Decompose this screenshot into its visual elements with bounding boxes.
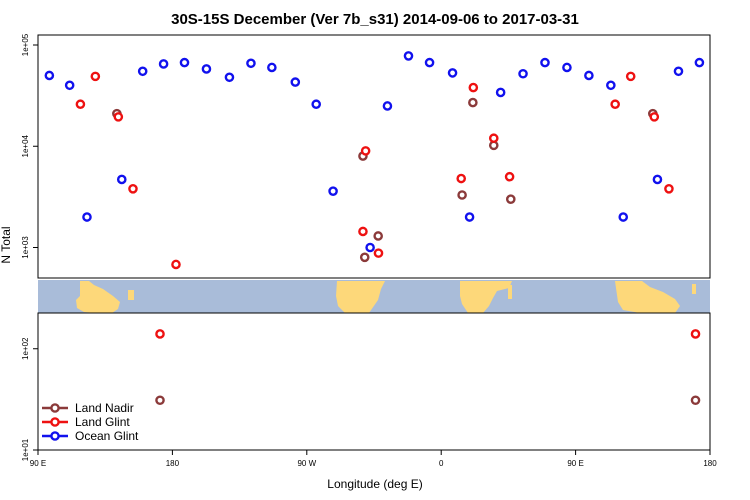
data-point [403,51,414,61]
data-point [155,395,165,406]
y-tick-label: 1e+01 [21,438,30,461]
data-point [518,68,528,79]
data-point [373,248,384,258]
legend-item: Ocean Glint [42,429,139,443]
series-land-glint [75,71,701,339]
series-land-nadir [112,97,701,406]
data-point [128,183,138,194]
x-axis-label: Longitude (deg E) [327,477,422,491]
x-tick-label: 90 E [567,459,583,468]
data-point [495,87,506,98]
data-point [64,80,75,91]
data-point [468,82,479,93]
upper-plot-frame [37,34,711,279]
legend-item: Land Nadir [42,401,134,415]
legend-marker [50,431,60,441]
data-point [328,186,338,196]
data-point [505,194,516,204]
data-point [382,101,393,111]
data-point [540,57,550,68]
data-point [113,112,124,122]
data-point [90,71,101,82]
data-point [649,112,660,122]
data-point [584,70,594,81]
data-point [224,72,235,83]
legend-marker [50,403,60,413]
x-tick-label: 180 [166,459,180,468]
x-tick-label: 90 W [297,459,316,468]
y-axis: 1e+01 1e+02 1e+03 1e+04 1e+05 [21,33,38,461]
data-point [488,133,499,144]
data-point [447,68,458,78]
world-map-strip [38,280,710,313]
y-tick-label: 1e+03 [21,236,30,259]
data-point [201,64,212,74]
data-point [171,259,181,270]
data-point [267,62,277,73]
legend-label: Land Nadir [75,401,134,415]
data-point [44,70,55,81]
data-point [562,62,572,73]
legend-label: Land Glint [75,415,130,429]
data-point [504,171,515,182]
data-point [424,57,435,68]
lower-plot-frame [37,312,711,451]
x-tick-label: 0 [439,459,444,468]
data-point [456,173,467,184]
y-axis-label: N Total [0,226,13,263]
data-point [618,212,629,222]
y-tick-label: 1e+02 [21,337,30,360]
data-point [246,58,256,69]
data-point [158,59,169,69]
y-tick-label: 1e+05 [21,33,30,56]
data-point [290,77,301,87]
legend-marker [50,417,60,427]
data-point [179,57,190,68]
chart-title: 30S-15S December (Ver 7b_s31) 2014-09-06… [171,11,579,28]
data-point [359,252,370,263]
data-point [365,242,375,253]
data-point [690,395,701,406]
legend-item: Land Glint [42,415,130,429]
land-area [76,281,696,313]
data-point [652,174,663,185]
series-ocean-glint [44,51,705,253]
data-point [373,231,383,241]
data-point [457,190,467,200]
x-tick-label: 90 E [30,459,46,468]
data-point [694,57,705,68]
data-point [625,71,636,82]
data-point [464,212,475,222]
data-point [610,99,620,110]
data-point [360,146,371,156]
data-point [311,99,322,110]
data-point [664,183,674,194]
data-point [75,99,86,110]
data-point [82,212,92,222]
data-point [137,66,148,77]
x-tick-label: 180 [703,459,717,468]
y-tick-label: 1e+04 [21,134,30,157]
data-point [690,329,701,339]
data-point [606,80,616,91]
data-point [116,174,127,185]
data-point [468,97,478,108]
data-point [358,226,368,237]
legend-label: Ocean Glint [75,429,139,443]
x-axis: 90 E 180 90 W 0 90 E 180 [30,450,717,468]
data-point [673,66,684,77]
data-points [44,51,705,406]
data-point [155,329,165,339]
